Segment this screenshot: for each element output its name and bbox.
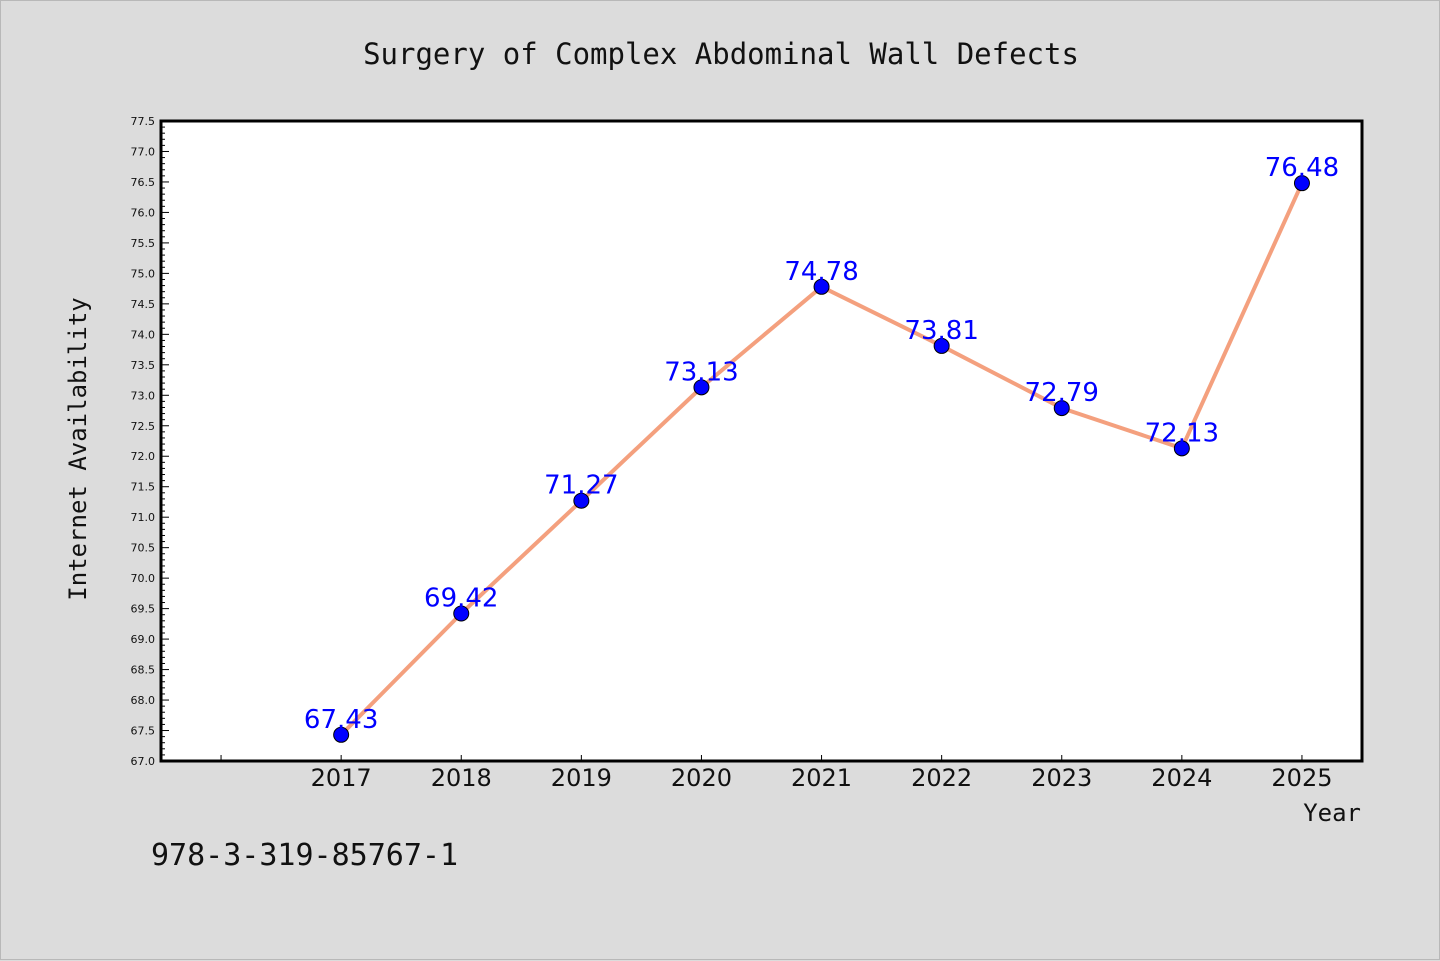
y-tick-label: 71.5 [131,481,156,494]
data-points [333,175,1310,743]
data-label: 69.42 [424,583,498,613]
data-point [933,337,950,354]
y-tick-label: 67.0 [131,755,156,768]
y-tick-label: 70.5 [131,542,156,555]
x-tick-label: 2024 [1151,764,1212,792]
x-tick-label: 2022 [911,764,972,792]
data-labels: 67.43 69.42 71.27 73.13 74.78 73.81 72.79 72.13… [304,153,1339,735]
data-point [573,492,590,509]
y-axis-ticks: 67.0 67.5 68.0 68.5 69.0 69.5 70.0 70.5 71.0 71.5… [131,115,169,768]
y-tick-label: 75.5 [131,237,156,250]
data-point [453,605,470,622]
y-tick-label: 77.0 [131,145,156,158]
y-tick-label: 69.0 [131,633,156,646]
y-tick-label: 69.5 [131,603,156,616]
data-label: 72.79 [1025,378,1099,408]
data-label: 73.81 [904,316,978,346]
data-point [1293,175,1310,192]
y-tick-label: 76.0 [131,206,156,219]
chart-title: Surgery of Complex Abdominal Wall Defect… [363,37,1079,71]
y-tick-label: 72.5 [131,420,156,433]
data-label: 73.13 [664,357,738,387]
data-point [333,726,350,743]
y-tick-label: 74.0 [131,328,156,341]
y-tick-label: 71.0 [131,511,156,524]
y-tick-label: 73.0 [131,389,156,402]
data-label: 71.27 [544,471,618,501]
x-tick-label: 2023 [1031,764,1092,792]
x-tick-label: 2019 [551,764,612,792]
y-tick-label: 67.5 [131,725,156,738]
y-tick-label: 74.5 [131,298,156,311]
isbn-text: 978-3-319-85767-1 [151,838,458,873]
x-tick-label: 2018 [431,764,492,792]
data-point [1173,440,1190,457]
data-label: 74.78 [784,257,858,287]
y-tick-label: 70.0 [131,572,156,585]
data-label: 76.48 [1265,153,1339,183]
data-label: 72.13 [1145,418,1219,448]
y-tick-label: 68.0 [131,694,156,707]
y-tick-label: 72.0 [131,450,156,463]
data-point [693,379,710,396]
data-point [813,278,830,295]
y-axis-label: Internet Availability [64,297,92,600]
y-tick-label: 77.5 [131,115,156,128]
x-axis-label: Year [1303,799,1361,827]
data-label: 67.43 [304,705,378,735]
x-axis-ticks: 2017 2018 2019 2020 2021 2022 2023 2024 2025 [220,755,1332,792]
y-tick-label: 73.5 [131,359,156,372]
x-tick-label: 2021 [791,764,852,792]
x-tick-label: 2025 [1271,764,1332,792]
x-tick-label: 2017 [311,764,372,792]
y-tick-label: 68.5 [131,664,156,677]
y-tick-label: 75.0 [131,267,156,280]
x-tick-label: 2020 [671,764,732,792]
y-tick-label: 76.5 [131,176,156,189]
data-point [1053,400,1070,417]
